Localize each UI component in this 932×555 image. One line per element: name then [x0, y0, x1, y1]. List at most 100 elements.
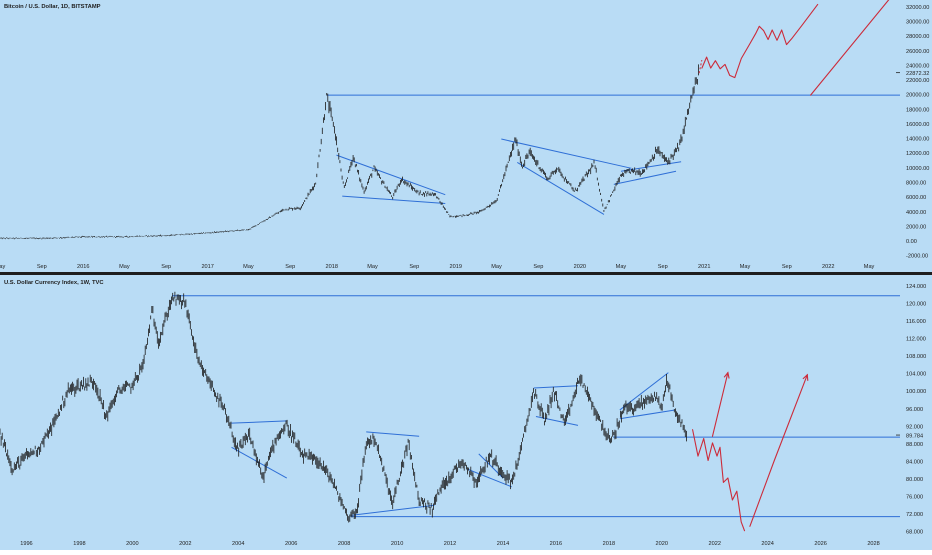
btc-y-tick-label: 4000.00	[906, 210, 926, 216]
btc-candles-path	[0, 64, 699, 240]
dxy-x-tick-label: 2012	[444, 541, 456, 547]
btc-x-tick-label: May	[0, 264, 5, 270]
dxy-y-tick-label: 120.000	[906, 301, 926, 307]
dxy-x-tick-label: 2024	[761, 541, 773, 547]
dxy-x-tick-label: 2028	[867, 541, 879, 547]
btc-y-tick-label: 10000.00	[906, 166, 929, 172]
dxy-x-tick-label: 2016	[550, 541, 562, 547]
btc-x-tick-label: May	[616, 264, 627, 270]
btc-x-tick-label: 2019	[450, 264, 462, 270]
btc-x-tick-label: May	[740, 264, 751, 270]
dxy-trendline[interactable]	[478, 453, 504, 479]
btc-y-tick-label: 14000.00	[906, 137, 929, 143]
dxy-trendline[interactable]	[619, 409, 676, 420]
dxy-y-tick-label: 80.000	[906, 477, 923, 483]
btc-y-tick-label: 16000.00	[906, 122, 929, 128]
btc-x-tick-label: Sep	[782, 264, 792, 270]
btc-y-tick-label: 24000.00	[906, 63, 929, 69]
btc-x-tick-label: 2016	[77, 264, 89, 270]
dxy-y-tick-label: 88.000	[906, 442, 923, 448]
dxy-x-tick-label: 2004	[232, 541, 244, 547]
btc-x-tick-label: 2022	[822, 264, 834, 270]
btc-trendline[interactable]	[336, 154, 446, 196]
dxy-trendline[interactable]	[467, 468, 512, 488]
dxy-y-tick-label: 112.000	[906, 336, 926, 342]
btc-y-tick-label: 26000.00	[906, 49, 929, 55]
dxy-trendline[interactable]	[533, 385, 579, 389]
btc-x-tick-label: Sep	[37, 264, 47, 270]
btc-x-tick-label: May	[864, 264, 875, 270]
btc-y-tick-label: 18000.00	[906, 107, 929, 113]
btc-x-tick-label: May	[491, 264, 502, 270]
btc-trendline[interactable]	[620, 161, 682, 172]
btc-projection-path[interactable]	[701, 3, 819, 79]
btc-x-tick-label: Sep	[658, 264, 668, 270]
btc-y-tick-label: 6000.00	[906, 195, 926, 201]
btc-symbol-label[interactable]: Bitcoin / U.S. Dollar, 1D, BITSTAMP	[4, 4, 101, 10]
dxy-symbol-label[interactable]: U.S. Dollar Currency Index, 1W, TVC	[4, 280, 104, 286]
dxy-projection-path[interactable]	[711, 372, 729, 437]
btc-trendline[interactable]	[501, 138, 632, 169]
btc-trendline[interactable]	[613, 170, 677, 185]
btc-y-tick-label: -2000.00	[906, 254, 928, 260]
dxy-panel[interactable]: 68.000 72.000 76.000 80.000 84.000 88.000 92.0…	[0, 280, 926, 547]
btc-y-tick-label: 12000.00	[906, 151, 929, 157]
dxy-trendline[interactable]	[366, 431, 420, 437]
btc-panel[interactable]: -2000.00 0.00 2000.00 4000.00 6000.00 8000.00…	[0, 0, 929, 270]
dxy-time-axis[interactable]: 1996 1998 2000 2002 2004 2006 2008 2010 2012 2014…	[20, 541, 880, 547]
btc-y-tick-label: 8000.00	[906, 180, 926, 186]
btc-y-tick-label: 2000.00	[906, 224, 926, 230]
dxy-y-tick-label: 104.000	[906, 372, 926, 378]
btc-x-tick-label: 2017	[201, 264, 213, 270]
btc-x-tick-label: 2021	[698, 264, 710, 270]
btc-time-axis[interactable]: May Sep 2016 May Sep 2017 May Sep 2018 May Sep 2019…	[0, 264, 875, 270]
btc-projection-path[interactable]	[810, 0, 890, 96]
dxy-y-tick-label: 124.000	[906, 284, 926, 290]
btc-trendline[interactable]	[517, 162, 605, 215]
dxy-y-tick-label: 116.000	[906, 319, 926, 325]
btc-y-tick-label: 32000.00	[906, 5, 929, 11]
dxy-y-tick-label: 108.000	[906, 354, 926, 360]
btc-trendlines[interactable]	[326, 94, 900, 215]
dxy-x-tick-label: 2002	[179, 541, 191, 547]
dxy-candles-path	[0, 291, 687, 523]
dxy-x-tick-label: 2000	[126, 541, 138, 547]
btc-x-tick-label: Sep	[285, 264, 295, 270]
btc-x-tick-label: Sep	[409, 264, 419, 270]
btc-y-tick-label: 0.00	[906, 239, 917, 245]
dxy-trendline[interactable]	[231, 446, 288, 479]
dxy-price-axis[interactable]: 68.000 72.000 76.000 80.000 84.000 88.000 92.0…	[906, 284, 926, 536]
dxy-x-tick-label: 2010	[391, 541, 403, 547]
dxy-y-tick-label: 84.000	[906, 459, 923, 465]
btc-y-tick-label: 22000.00	[906, 78, 929, 84]
btc-x-tick-label: 2018	[325, 264, 337, 270]
dxy-price-candles	[0, 291, 687, 523]
dxy-trendline[interactable]	[535, 416, 579, 426]
btc-price-axis[interactable]: -2000.00 0.00 2000.00 4000.00 6000.00 8000.00…	[906, 5, 929, 260]
dxy-last-price-label: 89.784	[906, 434, 923, 440]
dxy-trendline[interactable]	[231, 420, 287, 424]
dxy-y-tick-label: 100.000	[906, 389, 926, 395]
btc-price-candles	[0, 64, 699, 240]
dxy-projection-path[interactable]	[749, 374, 808, 527]
dxy-y-tick-label: 72.000	[906, 512, 923, 518]
btc-trendline[interactable]	[342, 195, 446, 204]
btc-last-price-label: 22872.32	[906, 71, 929, 77]
btc-x-tick-label: May	[243, 264, 254, 270]
dxy-trendlines[interactable]	[171, 295, 900, 518]
dxy-x-tick-label: 2014	[497, 541, 509, 547]
panel-divider[interactable]	[0, 272, 932, 275]
dxy-x-tick-label: 1998	[73, 541, 85, 547]
dxy-x-tick-label: 2006	[285, 541, 297, 547]
btc-x-tick-label: 2020	[574, 264, 586, 270]
dxy-trendline[interactable]	[350, 504, 435, 516]
btc-y-tick-label: 30000.00	[906, 19, 929, 25]
dxy-x-tick-label: 2026	[814, 541, 826, 547]
dxy-x-tick-label: 2020	[656, 541, 668, 547]
btc-x-tick-label: Sep	[533, 264, 543, 270]
btc-x-tick-label: May	[119, 264, 130, 270]
dxy-projection-path[interactable]	[692, 429, 746, 532]
btc-x-tick-label: Sep	[161, 264, 171, 270]
